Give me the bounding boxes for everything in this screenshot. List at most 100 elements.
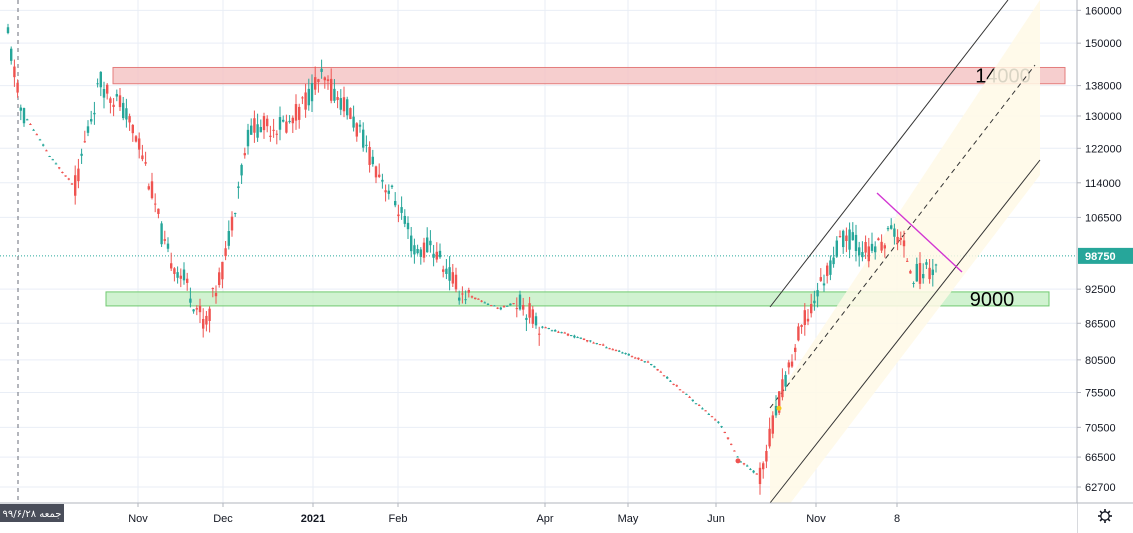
candle [218,267,221,288]
candle-body [403,215,406,224]
candle [624,352,627,355]
candle-body [154,203,157,205]
candle-body [122,102,125,119]
candle-body [733,450,736,452]
candle-body [531,309,534,324]
candle [458,290,461,305]
candle [861,241,864,262]
candle-body [720,426,723,428]
candle-body [598,344,602,346]
gear-icon-tooth [1099,510,1103,514]
candle [45,149,48,152]
candle-body [211,288,214,290]
candle [589,340,592,343]
candle-body [918,262,922,284]
candle-body [563,332,566,334]
candle-body [317,79,320,83]
candle-body [51,159,54,161]
candle [659,370,662,373]
x-tick-label: May [618,513,639,525]
candle [656,368,659,371]
candle [26,118,29,121]
gear-icon[interactable] [1098,509,1112,523]
candle [746,464,749,467]
candle [643,361,646,363]
candle [202,308,205,338]
channel-fill [770,0,1040,530]
candle [694,403,698,405]
candle-body [435,251,438,260]
candle [227,220,230,250]
candle-body [147,186,150,190]
candle-body [192,309,195,312]
candle [243,147,246,159]
candle [384,184,387,202]
candle [653,365,656,368]
candle [138,132,141,159]
candle-body [742,463,746,465]
candle-body [646,361,650,363]
candle [733,450,736,452]
candle-body [93,112,96,115]
candle [864,235,867,260]
candle-body [346,99,349,116]
candle [528,296,531,324]
candle-body [672,383,675,385]
candle-body [294,104,298,121]
candle [310,74,314,113]
candle [800,324,803,334]
candle [755,473,758,475]
candle [54,162,58,165]
candle-body [522,305,525,310]
candle [173,267,176,282]
candle-body [131,124,134,134]
candle [128,113,131,131]
candle-body [269,135,272,137]
candle [832,246,835,268]
y-tick-label: 92500 [1085,284,1116,296]
candle-body [701,408,704,410]
candle-body [813,300,816,304]
candle [19,104,22,121]
candle [813,290,816,311]
candle [605,346,608,349]
candle-body [333,88,336,101]
candle [234,212,237,217]
candle [429,230,432,253]
candle [115,89,118,102]
candle [906,258,909,262]
candle-body [326,79,330,81]
candle [915,257,918,282]
candle-body [726,437,730,439]
candle-body [349,108,352,120]
candle [278,106,282,141]
candle [83,130,86,143]
candle [480,300,483,303]
candle-body [893,228,896,237]
gear-icon-tooth [1107,510,1111,514]
candle [464,290,467,305]
candle [269,125,272,142]
candle [390,184,394,190]
candle [442,265,445,278]
candle [726,437,730,440]
candle-body [112,104,115,107]
candle [336,91,339,109]
candle [32,128,35,131]
x-tick-label: Apr [536,513,553,525]
candle-body [499,307,502,310]
x-axis-panel [0,503,1077,533]
candle [877,237,880,241]
zone-14000 [112,66,1066,85]
candle-body [762,463,765,470]
candle-body [368,146,371,165]
y-tick-label: 130000 [1085,111,1122,123]
candle [435,242,438,263]
candle [438,243,442,259]
candle [224,241,227,261]
y-tick-label: 86500 [1085,318,1116,330]
candle [195,305,198,316]
candle-body [288,120,291,123]
